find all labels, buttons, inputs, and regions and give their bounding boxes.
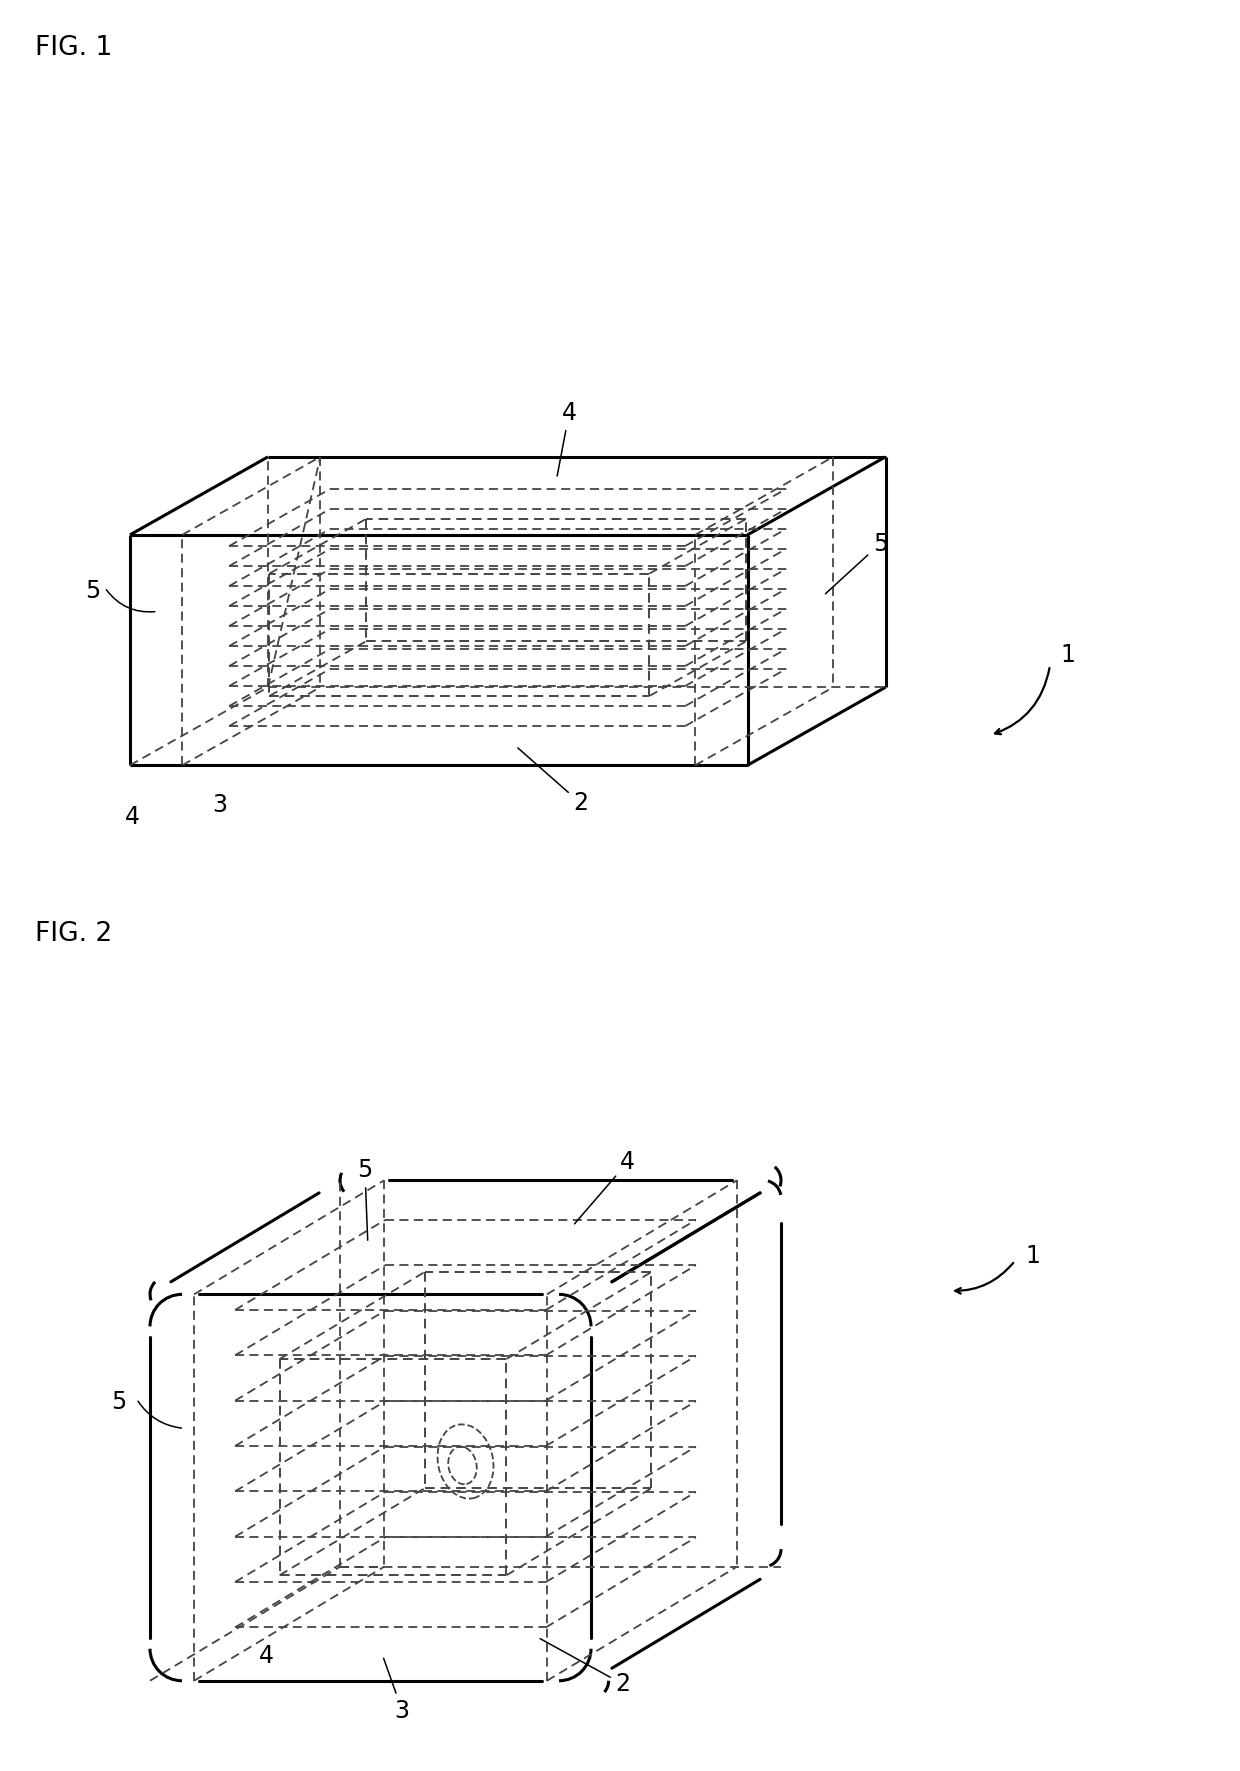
Text: 4: 4 <box>557 400 577 476</box>
Text: 5: 5 <box>84 579 100 602</box>
Text: FIG. 2: FIG. 2 <box>35 921 113 947</box>
Text: 1: 1 <box>1060 643 1075 668</box>
Text: 4: 4 <box>125 804 140 829</box>
Text: 3: 3 <box>212 793 227 816</box>
Text: 2: 2 <box>518 747 588 815</box>
Text: FIG. 1: FIG. 1 <box>35 35 113 62</box>
Text: 5: 5 <box>357 1158 372 1240</box>
Text: 3: 3 <box>383 1658 409 1723</box>
Text: 4: 4 <box>574 1149 635 1224</box>
Text: 2: 2 <box>541 1638 630 1697</box>
Text: 1: 1 <box>1025 1243 1040 1268</box>
Text: 5: 5 <box>826 531 888 593</box>
Text: 5: 5 <box>112 1390 126 1413</box>
Text: 4: 4 <box>259 1643 274 1668</box>
